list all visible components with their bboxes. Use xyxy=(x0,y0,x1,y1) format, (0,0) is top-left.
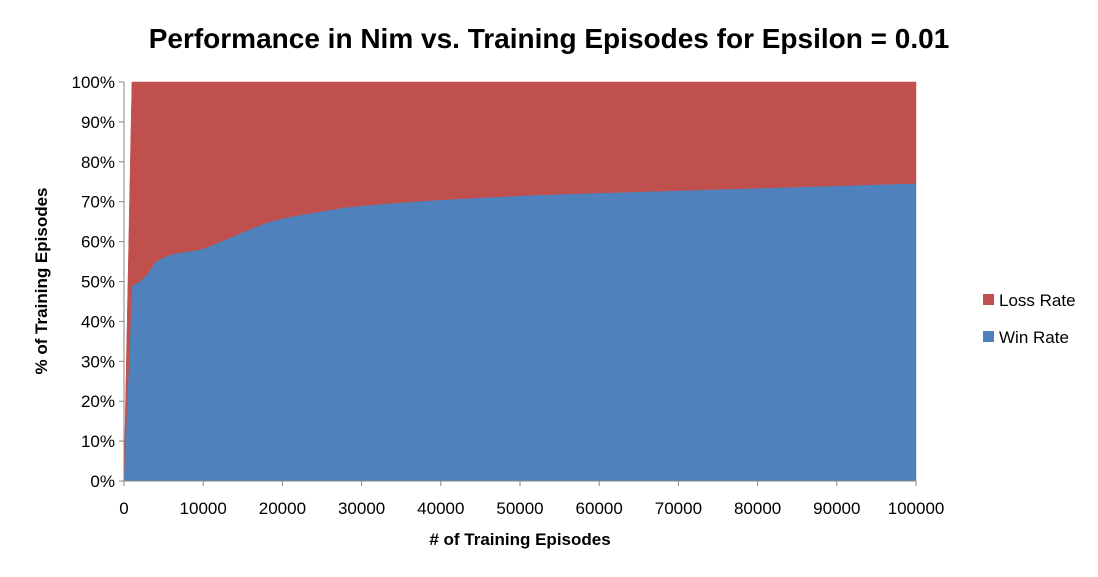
legend-swatch xyxy=(983,294,994,305)
y-tick-label: 80% xyxy=(81,153,115,172)
x-tick-label: 60000 xyxy=(576,499,623,518)
y-tick-label: 0% xyxy=(90,472,115,491)
series-layer xyxy=(123,81,917,482)
x-tick-label: 80000 xyxy=(734,499,781,518)
x-axis-ticks: 0 10000 20000 30000 40000 50000 60000 70000 8000… xyxy=(119,481,944,518)
legend: Loss Rate Win Rate xyxy=(983,291,1076,347)
y-tick-label: 70% xyxy=(81,193,115,212)
plot-area: 0% 10% 20% 30% 40% 50% 60% 70% 80% 90% 100% 0 10000… xyxy=(72,73,945,518)
x-tick-label: 0 xyxy=(119,499,128,518)
y-tick-label: 40% xyxy=(81,312,115,331)
x-tick-label: 100000 xyxy=(888,499,945,518)
chart-title: Performance in Nim vs. Training Episodes… xyxy=(149,23,950,54)
legend-swatch xyxy=(983,331,994,342)
legend-item-win-rate: Win Rate xyxy=(983,328,1069,347)
x-tick-label: 30000 xyxy=(338,499,385,518)
y-tick-label: 50% xyxy=(81,273,115,292)
y-tick-label: 20% xyxy=(81,392,115,411)
x-axis-title: # of Training Episodes xyxy=(429,530,610,549)
x-tick-label: 20000 xyxy=(259,499,306,518)
y-tick-label: 90% xyxy=(81,113,115,132)
area-series-loss-rate xyxy=(123,81,917,482)
y-tick-label: 10% xyxy=(81,432,115,451)
legend-item-loss-rate: Loss Rate xyxy=(983,291,1076,310)
y-tick-label: 60% xyxy=(81,233,115,252)
legend-label: Win Rate xyxy=(999,328,1069,347)
x-tick-label: 70000 xyxy=(655,499,702,518)
y-axis-ticks: 0% 10% 20% 30% 40% 50% 60% 70% 80% 90% 100% xyxy=(72,73,124,491)
legend-label: Loss Rate xyxy=(999,291,1076,310)
y-axis-title: % of Training Episodes xyxy=(32,187,51,374)
y-tick-label: 100% xyxy=(72,73,115,92)
x-tick-label: 90000 xyxy=(813,499,860,518)
x-tick-label: 10000 xyxy=(180,499,227,518)
x-tick-label: 50000 xyxy=(496,499,543,518)
x-tick-label: 40000 xyxy=(417,499,464,518)
y-tick-label: 30% xyxy=(81,352,115,371)
